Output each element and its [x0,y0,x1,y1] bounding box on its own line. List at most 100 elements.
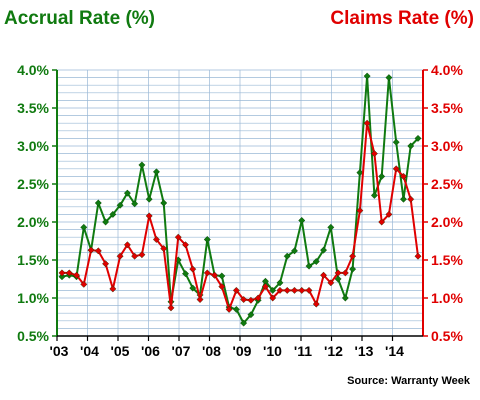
data-point [291,247,298,255]
data-point [73,271,81,279]
data-point [276,286,284,294]
data-point [102,260,110,268]
data-point [269,286,277,294]
claims-axis-title: Claims Rate (%) [330,8,474,29]
data-point [363,72,371,80]
data-point [378,218,386,226]
y-tick-label-right: 2.0% [431,214,463,230]
data-point [80,280,88,288]
y-tick-label-right: 3.5% [431,100,463,116]
data-point [203,269,211,277]
y-tick-label-left: 2.0% [17,214,49,230]
data-point [407,142,415,150]
data-point [247,296,255,304]
data-point [276,279,284,287]
data-point [80,223,88,231]
data-point [414,134,422,142]
data-point [138,161,146,169]
x-tick-label: '09 [233,343,252,359]
data-point [378,172,386,180]
accrual-axis-title: Accrual Rate (%) [4,8,155,29]
data-point [305,286,313,294]
data-point [269,294,277,302]
data-point [349,265,357,273]
data-point [167,304,175,312]
data-point [363,119,371,127]
x-tick-label: '06 [141,343,160,359]
x-ticks: '03 '04 '05 '06 '07 '08 '09 '10 '11 '12 '13 '14 [50,336,404,359]
data-point [131,252,139,260]
x-tick-label: '08 [202,343,221,359]
data-point [109,285,117,293]
x-tick-label: '03 [50,343,69,359]
data-point [145,195,153,203]
data-point [189,284,197,292]
data-point [131,200,139,208]
y-tick-label-right: 1.5% [431,252,463,268]
data-point [320,271,328,279]
y-tick-label-right: 0.5% [431,328,463,344]
data-point [123,241,131,249]
data-point [58,273,66,281]
data-point [392,165,400,173]
data-point [341,269,349,277]
data-point [203,235,211,243]
y-ticks-right: 4.0% 3.5% 3.0% 2.5% 2.0% 1.5% 1.0% 0.5% [423,62,463,344]
data-point [218,272,226,280]
y-tick-label-right: 4.0% [431,62,463,78]
data-point [232,286,240,294]
y-tick-label-left: 1.5% [17,252,49,268]
data-point [232,305,240,313]
x-tick-label: '10 [263,343,282,359]
data-point [327,279,335,287]
data-point [247,311,255,319]
x-tick-label: '13 [355,343,374,359]
y-tick-label-left: 3.5% [17,100,49,116]
data-point [116,252,124,260]
data-point [138,251,146,259]
data-point [261,283,269,291]
data-point [320,246,328,254]
data-point [327,223,335,231]
x-tick-label: '04 [80,343,99,359]
data-point [349,252,357,260]
data-point [334,275,342,283]
data-point [283,252,291,260]
data-point [385,74,393,82]
y-tick-label-right: 2.5% [431,176,463,192]
y-tick-label-right: 1.0% [431,290,463,306]
data-point [291,286,298,294]
data-point [102,218,110,226]
y-tick-label-left: 4.0% [17,62,49,78]
data-point [370,191,378,199]
data-point [182,241,189,249]
data-point [174,233,182,241]
x-tick-label: '14 [385,343,404,359]
data-point [312,258,320,266]
data-point [116,201,124,209]
x-tick-label: '11 [294,343,312,359]
data-point [334,269,342,277]
data-point [305,262,313,270]
data-point [218,283,226,291]
data-point [109,210,117,218]
data-point [65,269,73,277]
x-tick-label: '05 [111,343,130,359]
data-point [356,207,364,215]
data-point [182,270,189,278]
data-point [240,319,248,327]
y-tick-label-left: 3.0% [17,138,49,154]
data-point [370,150,378,158]
data-point [312,300,320,308]
data-point [94,247,102,255]
data-point [298,286,306,294]
x-tick-label: '12 [324,343,343,359]
data-point [160,199,168,207]
data-point [399,195,407,203]
data-point [414,252,422,260]
grid [56,69,424,337]
data-point [283,286,291,294]
y-ticks-left: 4.0% 3.5% 3.0% 2.5% 2.0% 1.5% 1.0% 0.5% [17,62,57,344]
data-point [356,169,364,177]
